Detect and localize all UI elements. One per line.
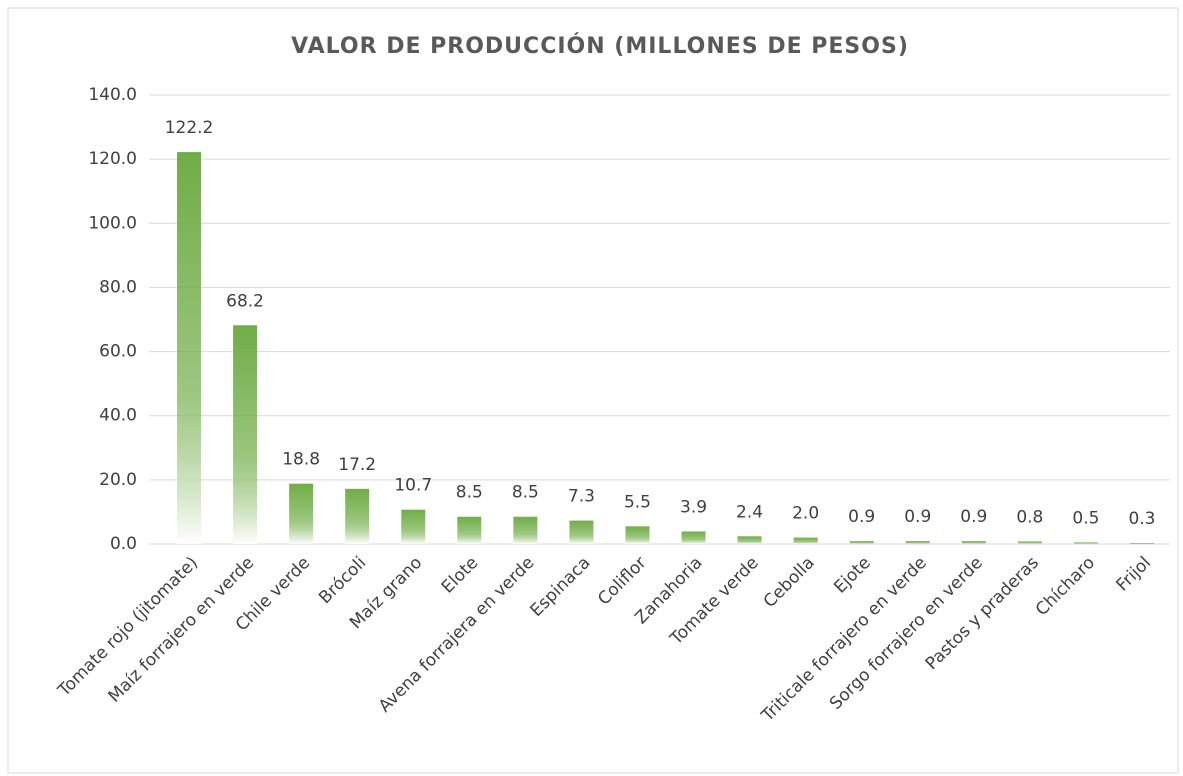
data-label: 8.5 [456, 483, 483, 503]
data-label: 2.4 [736, 502, 763, 522]
y-tick-label: 100.0 [88, 213, 137, 233]
bar [1017, 541, 1042, 544]
y-tick-label: 60.0 [99, 342, 137, 362]
data-label: 7.3 [568, 487, 595, 507]
data-label: 17.2 [338, 455, 376, 475]
y-tick-label: 0.0 [110, 534, 137, 554]
data-label: 0.9 [904, 507, 931, 527]
y-tick-label: 140.0 [88, 85, 137, 105]
data-label: 0.3 [1128, 509, 1155, 529]
y-tick-label: 120.0 [88, 149, 137, 169]
data-label: 68.2 [226, 291, 264, 311]
y-tick-label: 80.0 [99, 277, 137, 297]
data-label: 0.9 [960, 507, 987, 527]
bar [345, 488, 370, 544]
bar [905, 541, 930, 544]
bar [513, 516, 538, 544]
y-tick-label: 40.0 [99, 406, 137, 426]
data-label: 122.2 [165, 118, 214, 138]
bar [625, 526, 650, 544]
bar [177, 152, 202, 544]
bar [401, 509, 426, 544]
bar [569, 520, 594, 544]
bar [1073, 542, 1098, 544]
chart-border [7, 7, 1179, 774]
bar [1129, 543, 1154, 544]
data-label: 10.7 [394, 476, 432, 496]
data-label: 5.5 [624, 492, 651, 512]
data-label: 3.9 [680, 497, 707, 517]
data-label: 0.8 [1016, 507, 1043, 527]
bar [289, 483, 314, 544]
chart-title: VALOR DE PRODUCCIÓN (MILLONES DE PESOS) [291, 33, 909, 59]
data-label: 0.5 [1072, 508, 1099, 528]
bar [681, 531, 706, 544]
bar [961, 541, 986, 544]
bar [793, 537, 818, 544]
bar [737, 536, 762, 544]
bar [233, 325, 258, 544]
y-tick-label: 20.0 [99, 470, 137, 490]
data-label: 0.9 [848, 507, 875, 527]
data-label: 2.0 [792, 504, 819, 524]
data-label: 18.8 [282, 450, 320, 470]
data-label: 8.5 [512, 483, 539, 503]
bar [849, 541, 874, 544]
bar [457, 516, 482, 544]
